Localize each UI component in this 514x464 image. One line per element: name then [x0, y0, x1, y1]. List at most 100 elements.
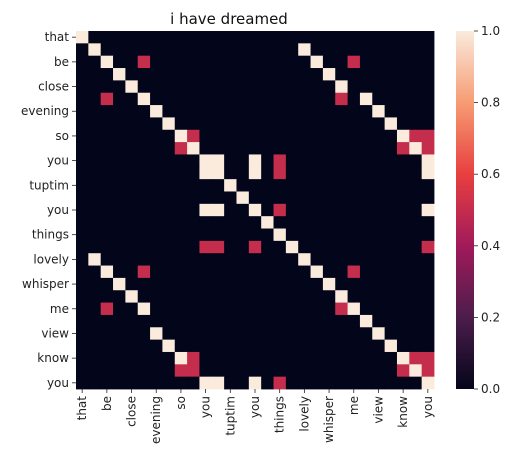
heatmap-cell: [187, 364, 200, 378]
heatmap-cell: [248, 166, 262, 180]
heatmap-cell: [347, 216, 361, 229]
heatmap-cell: [174, 105, 188, 118]
heatmap-cell: [372, 339, 386, 353]
heatmap-cell: [261, 364, 274, 378]
heatmap-cell: [88, 290, 102, 303]
heatmap-cell: [421, 240, 435, 254]
heatmap-cell: [125, 55, 139, 69]
heatmap-cell: [113, 302, 126, 316]
heatmap-cell: [261, 166, 274, 180]
heatmap-cell: [273, 277, 287, 291]
heatmap-cell: [273, 253, 287, 266]
heatmap-cell: [359, 117, 373, 131]
heatmap-cell: [409, 55, 423, 69]
heatmap-cell: [76, 228, 89, 242]
heatmap-cell: [347, 240, 361, 254]
heatmap-cell: [76, 327, 89, 341]
heatmap-cell: [322, 55, 336, 69]
heatmap-cell: [236, 191, 250, 205]
heatmap-cell: [137, 31, 151, 44]
heatmap-cell: [322, 166, 336, 180]
heatmap-cell: [347, 364, 361, 378]
heatmap-cell: [199, 92, 213, 106]
heatmap-cell: [224, 302, 237, 316]
colorbar-axis: 0.0 0.2 0.4 0.6 0.8 1.0: [474, 24, 500, 396]
heatmap-cell: [359, 277, 373, 291]
heatmap-cell: [100, 253, 114, 266]
heatmap-cell: [187, 55, 200, 69]
heatmap-cell: [347, 92, 361, 106]
heatmap-cell: [248, 31, 262, 44]
heatmap-cell: [125, 117, 139, 131]
heatmap-cell: [248, 314, 262, 328]
heatmap-cell: [273, 117, 287, 131]
heatmap-cell: [298, 191, 311, 205]
heatmap-cell: [285, 228, 299, 242]
heatmap-cell: [199, 265, 213, 279]
heatmap-cell: [199, 154, 213, 168]
heatmap-cell: [187, 277, 200, 291]
heatmap-cell: [335, 117, 348, 131]
colorbar-tick-label: 0.8: [481, 96, 500, 110]
heatmap-cell: [335, 80, 348, 94]
heatmap-cell: [396, 228, 410, 242]
heatmap-cell: [273, 191, 287, 205]
heatmap-cell: [285, 253, 299, 266]
heatmap-cell: [409, 327, 423, 341]
y-tick-label: view: [41, 326, 69, 340]
heatmap-cell: [125, 253, 139, 266]
heatmap-cell: [372, 179, 386, 192]
heatmap-cell: [372, 290, 386, 303]
heatmap-cell: [322, 228, 336, 242]
x-tick-label: view: [371, 396, 385, 424]
heatmap-cell: [347, 203, 361, 217]
heatmap-cell: [409, 142, 423, 155]
heatmap-cell: [113, 166, 126, 180]
heatmap-cell: [236, 80, 250, 94]
heatmap-cell: [396, 117, 410, 131]
heatmap-cell: [396, 166, 410, 180]
heatmap-cell: [125, 240, 139, 254]
heatmap-cell: [384, 55, 398, 69]
y-tick-label: you: [47, 154, 69, 168]
heatmap-cell: [174, 179, 188, 192]
heatmap-cell: [199, 302, 213, 316]
heatmap-cell: [322, 277, 336, 291]
heatmap-cell: [409, 240, 423, 254]
heatmap-cell: [372, 117, 386, 131]
heatmap-cell: [174, 290, 188, 303]
heatmap-cell: [248, 43, 262, 57]
heatmap-cell: [100, 68, 114, 81]
heatmap-cell: [384, 265, 398, 279]
heatmap-cell: [261, 31, 274, 44]
heatmap-cell: [248, 240, 262, 254]
heatmap-cell: [285, 364, 299, 378]
heatmap-cell: [322, 216, 336, 229]
heatmap-cell: [100, 55, 114, 69]
heatmap-cell: [384, 154, 398, 168]
heatmap-cell: [409, 166, 423, 180]
heatmap-cell: [384, 68, 398, 81]
heatmap-cell: [224, 68, 237, 81]
heatmap-cell: [125, 166, 139, 180]
x-tick-label: you: [421, 396, 435, 418]
heatmap-cell: [125, 68, 139, 81]
heatmap-cell: [162, 351, 176, 365]
heatmap-cell: [396, 68, 410, 81]
heatmap-cell: [335, 240, 348, 254]
heatmap-cell: [248, 129, 262, 143]
heatmap-cell: [199, 142, 213, 155]
heatmap-cell: [335, 68, 348, 81]
heatmap-cell: [113, 240, 126, 254]
heatmap-cell: [359, 253, 373, 266]
heatmap-cell: [310, 265, 324, 279]
heatmap-cell: [224, 351, 237, 365]
heatmap-cell: [199, 179, 213, 192]
heatmap-cell: [125, 339, 139, 353]
heatmap-cell: [187, 179, 200, 192]
heatmap-cell: [211, 68, 225, 81]
heatmap-cell: [322, 68, 336, 81]
heatmap-cell: [248, 117, 262, 131]
colorbar-tick-label: 0.2: [481, 310, 500, 324]
heatmap-cell: [236, 364, 250, 378]
